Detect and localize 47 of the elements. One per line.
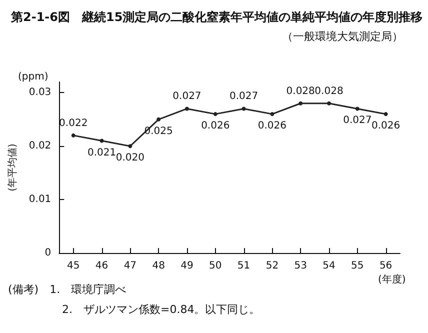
x-tick-label: 48 bbox=[152, 260, 165, 272]
x-tick-label: 53 bbox=[294, 260, 307, 272]
data-label: 0.025 bbox=[144, 126, 173, 137]
y-axis-title: (年平均値) bbox=[6, 144, 18, 192]
text: (備考) 1. 環境庁調べ bbox=[8, 283, 126, 296]
x-tick-label: 45 bbox=[67, 260, 80, 272]
text: (ppm) bbox=[18, 72, 48, 82]
x-tick-label: 54 bbox=[322, 260, 336, 272]
point bbox=[270, 112, 274, 116]
data-label: 0.027 bbox=[343, 115, 372, 126]
point bbox=[184, 106, 189, 111]
chart-title: 第2-1-6図 継続15測定局の二酸化窒素年平均値の単純平均値の年度別推移 bbox=[10, 10, 423, 24]
point bbox=[128, 144, 132, 148]
point bbox=[100, 138, 104, 143]
data-label: 0.028 bbox=[314, 86, 344, 97]
text: 2. ザルツマン係数=0.84。以下同じ。 bbox=[62, 303, 260, 316]
point bbox=[242, 106, 246, 111]
data-label: 0.026 bbox=[201, 120, 230, 132]
x-tick-label: 46 bbox=[95, 260, 108, 272]
data-label: 0.026 bbox=[371, 120, 400, 132]
data-label: 0.021 bbox=[87, 147, 116, 158]
data-label: 0.020 bbox=[116, 152, 144, 164]
x-tick-label: 47 bbox=[124, 260, 137, 272]
x-tick-label: 52 bbox=[266, 260, 279, 272]
x-tick-label: 55 bbox=[351, 260, 364, 272]
data-label: 0.027 bbox=[172, 91, 202, 102]
chart-subtitle: （一般環境大気測定局） bbox=[282, 30, 403, 43]
x-tick-label: 51 bbox=[237, 260, 250, 272]
y-tick-label: 0.02 bbox=[28, 140, 52, 152]
data-label: 0.026 bbox=[258, 120, 287, 132]
data-label: 0.022 bbox=[59, 118, 88, 129]
point bbox=[298, 101, 303, 106]
point bbox=[156, 117, 161, 122]
y-tick-label: 0 bbox=[44, 248, 52, 258]
point bbox=[384, 112, 388, 116]
y-tick-label: 0.03 bbox=[28, 87, 52, 98]
x-tick-label: 50 bbox=[209, 260, 222, 272]
y-tick-label: 0.01 bbox=[28, 194, 52, 206]
x-tick-label: 49 bbox=[180, 260, 194, 272]
x-axis-title: (年度) bbox=[378, 274, 406, 286]
point bbox=[355, 106, 360, 111]
data-label: 0.028 bbox=[286, 86, 315, 97]
point bbox=[71, 133, 76, 138]
point bbox=[326, 101, 331, 106]
data-label: 0.027 bbox=[229, 91, 258, 102]
x-tick-label: 56 bbox=[379, 260, 392, 272]
point bbox=[213, 112, 218, 116]
